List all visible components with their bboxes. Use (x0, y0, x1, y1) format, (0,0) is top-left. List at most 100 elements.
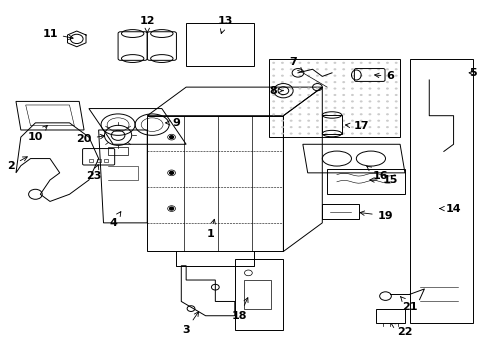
Circle shape (350, 81, 353, 83)
Circle shape (315, 126, 318, 128)
Circle shape (376, 126, 379, 128)
Circle shape (315, 120, 318, 122)
Text: 4: 4 (109, 212, 121, 228)
Circle shape (376, 87, 379, 90)
Circle shape (359, 94, 362, 96)
Circle shape (368, 68, 371, 70)
Circle shape (368, 107, 371, 109)
Circle shape (306, 126, 309, 128)
Circle shape (350, 113, 353, 115)
Circle shape (333, 107, 336, 109)
Circle shape (281, 81, 284, 83)
Circle shape (272, 94, 275, 96)
Circle shape (281, 100, 284, 103)
Circle shape (272, 120, 275, 122)
Circle shape (368, 87, 371, 90)
Text: 9: 9 (165, 118, 180, 128)
Text: 3: 3 (182, 312, 198, 335)
Circle shape (306, 94, 309, 96)
Circle shape (298, 126, 301, 128)
Circle shape (342, 107, 345, 109)
Circle shape (385, 100, 388, 103)
Circle shape (324, 126, 327, 128)
Circle shape (350, 120, 353, 122)
Circle shape (394, 81, 397, 83)
Circle shape (385, 75, 388, 77)
Circle shape (342, 132, 345, 135)
Circle shape (333, 100, 336, 103)
Circle shape (289, 62, 292, 64)
Circle shape (272, 87, 275, 90)
Circle shape (333, 126, 336, 128)
Circle shape (350, 132, 353, 135)
Circle shape (324, 75, 327, 77)
Circle shape (359, 62, 362, 64)
Circle shape (342, 68, 345, 70)
Circle shape (315, 87, 318, 90)
Circle shape (289, 81, 292, 83)
Text: 6: 6 (374, 71, 393, 81)
Circle shape (385, 87, 388, 90)
Circle shape (342, 62, 345, 64)
Circle shape (315, 62, 318, 64)
Circle shape (394, 107, 397, 109)
Circle shape (359, 107, 362, 109)
Circle shape (394, 62, 397, 64)
Circle shape (368, 81, 371, 83)
Circle shape (306, 75, 309, 77)
Circle shape (272, 107, 275, 109)
Circle shape (342, 81, 345, 83)
Circle shape (289, 132, 292, 135)
Circle shape (359, 87, 362, 90)
Circle shape (315, 107, 318, 109)
Circle shape (342, 120, 345, 122)
Circle shape (385, 126, 388, 128)
Circle shape (281, 75, 284, 77)
Circle shape (359, 113, 362, 115)
Circle shape (315, 113, 318, 115)
Circle shape (298, 81, 301, 83)
Circle shape (315, 68, 318, 70)
Circle shape (385, 132, 388, 135)
Text: 20: 20 (76, 134, 104, 144)
Circle shape (272, 113, 275, 115)
Text: 8: 8 (269, 86, 283, 96)
Circle shape (281, 132, 284, 135)
Circle shape (385, 62, 388, 64)
Circle shape (324, 62, 327, 64)
Circle shape (324, 87, 327, 90)
Circle shape (324, 68, 327, 70)
Circle shape (394, 113, 397, 115)
Circle shape (376, 94, 379, 96)
Circle shape (333, 87, 336, 90)
Circle shape (306, 113, 309, 115)
Circle shape (298, 132, 301, 135)
Circle shape (289, 75, 292, 77)
Circle shape (359, 75, 362, 77)
Circle shape (368, 113, 371, 115)
Circle shape (272, 62, 275, 64)
Circle shape (385, 120, 388, 122)
Circle shape (298, 75, 301, 77)
Circle shape (359, 120, 362, 122)
Circle shape (306, 132, 309, 135)
Circle shape (394, 68, 397, 70)
Circle shape (350, 75, 353, 77)
Bar (104, 159, 108, 162)
Circle shape (376, 100, 379, 103)
Circle shape (298, 100, 301, 103)
Text: 17: 17 (345, 121, 368, 131)
Circle shape (350, 87, 353, 90)
Text: 18: 18 (231, 298, 247, 321)
Circle shape (376, 62, 379, 64)
Circle shape (394, 87, 397, 90)
Text: 14: 14 (439, 203, 461, 213)
Circle shape (368, 100, 371, 103)
Circle shape (333, 94, 336, 96)
Circle shape (272, 68, 275, 70)
Circle shape (359, 126, 362, 128)
Circle shape (289, 100, 292, 103)
Circle shape (368, 94, 371, 96)
Bar (97, 159, 101, 162)
Circle shape (281, 62, 284, 64)
